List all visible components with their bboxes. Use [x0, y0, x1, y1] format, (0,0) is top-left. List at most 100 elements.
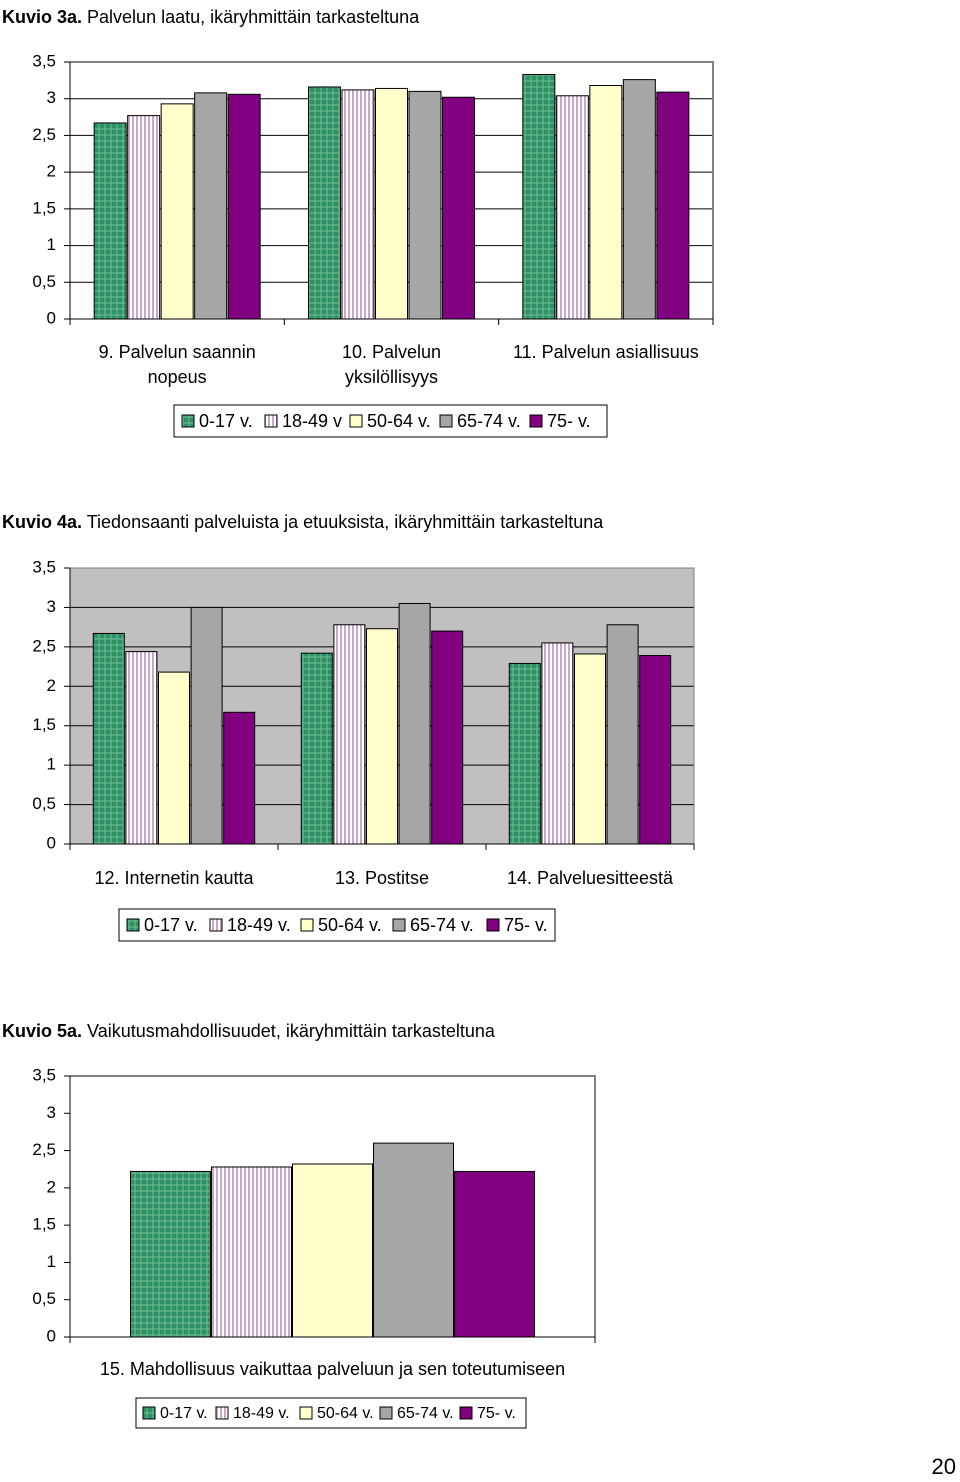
- bar-2: [541, 642, 574, 845]
- bar-2: [127, 115, 161, 320]
- legend-swatch: [529, 414, 543, 428]
- legend-swatch: [209, 918, 223, 932]
- chart-title-text: Vaikutusmahdollisuudet, ikäryhmittäin ta…: [82, 1021, 496, 1041]
- y-tick-label: 0,5: [32, 1289, 56, 1308]
- bar-3: [574, 653, 606, 845]
- category-label: nopeus: [148, 367, 207, 387]
- y-tick-label: 1,5: [32, 198, 56, 217]
- y-tick-label: 0: [47, 833, 56, 852]
- bar-5: [431, 630, 464, 845]
- page-number: 20: [931, 1454, 956, 1479]
- chart-2: Kuvio 4a. Tiedonsaanti palveluista ja et…: [2, 512, 695, 942]
- category-label: 12. Internetin kautta: [94, 868, 254, 888]
- legend-label: 75- v.: [477, 1405, 516, 1422]
- y-tick-label: 0,5: [32, 272, 56, 291]
- bar-5: [442, 96, 475, 320]
- chart-title-bold: Kuvio 5a.: [2, 1021, 82, 1041]
- chart-title-text: Palvelun laatu, ikäryhmittäin tarkastelt…: [82, 7, 420, 27]
- category-label: 13. Postitse: [335, 868, 429, 888]
- bar-2: [125, 651, 158, 845]
- y-tick-label: 0: [47, 1326, 56, 1345]
- bar-3: [158, 671, 190, 845]
- legend-swatch: [126, 918, 140, 932]
- y-tick-label: 0: [47, 308, 56, 327]
- bar-1: [93, 122, 127, 320]
- y-tick-label: 3: [47, 597, 56, 616]
- legend-label: 75- v.: [547, 411, 591, 431]
- bar-4: [190, 606, 223, 845]
- bar-2: [211, 1166, 292, 1338]
- category-label: 10. Palvelun: [342, 342, 441, 362]
- legend-label: 75- v.: [504, 915, 548, 935]
- y-tick-label: 1: [47, 755, 56, 774]
- y-tick-label: 1,5: [32, 715, 56, 734]
- legend-swatch: [392, 918, 406, 932]
- bar-1: [522, 73, 556, 320]
- category-label: 15. Mahdollisuus vaikuttaa palveluun ja …: [100, 1359, 565, 1379]
- bar-3: [366, 628, 398, 845]
- legend-swatch: [300, 918, 314, 932]
- legend-swatch: [264, 414, 278, 428]
- y-tick-label: 3: [47, 1103, 56, 1122]
- y-tick-label: 1,5: [32, 1215, 56, 1234]
- chart-3: Kuvio 5a. Vaikutusmahdollisuudet, ikäryh…: [2, 1021, 596, 1429]
- legend-label: 65-74 v.: [410, 915, 474, 935]
- y-tick-label: 2,5: [32, 125, 56, 144]
- bar-4: [408, 90, 442, 320]
- y-tick-label: 3,5: [32, 51, 56, 70]
- bar-2: [555, 95, 589, 320]
- legend-swatch: [349, 414, 363, 428]
- bar-1: [308, 86, 341, 320]
- legend-label: 50-64 v.: [367, 411, 431, 431]
- y-tick-label: 3,5: [32, 557, 56, 576]
- legend-swatch: [181, 414, 195, 428]
- category-label: yksilöllisyys: [345, 367, 438, 387]
- bar-1: [508, 662, 541, 845]
- plot-frame: [70, 567, 695, 844]
- y-tick-label: 1: [47, 235, 56, 254]
- chart-title: Kuvio 4a. Tiedonsaanti palveluista ja et…: [2, 512, 604, 532]
- y-tick-label: 3,5: [32, 1065, 56, 1084]
- bar-2: [341, 89, 375, 320]
- bar-4: [398, 602, 431, 845]
- legend-swatch: [215, 1406, 229, 1420]
- plot-frame: [70, 61, 714, 319]
- chart-title-text: Tiedonsaanti palveluista ja etuuksista, …: [82, 512, 604, 532]
- bar-3: [160, 103, 194, 320]
- bar-4: [373, 1142, 454, 1338]
- category-label: 11. Palvelun asiallisuus: [513, 342, 699, 362]
- y-tick-label: 2,5: [32, 636, 56, 655]
- legend-label: 18-49 v: [282, 411, 342, 431]
- category-label: 14. Palveluesitteestä: [507, 868, 674, 888]
- legend-label: 0-17 v.: [144, 915, 198, 935]
- legend-label: 18-49 v.: [227, 915, 291, 935]
- legend-box: [118, 908, 556, 942]
- y-tick-label: 2: [47, 162, 56, 181]
- legend-label: 50-64 v.: [317, 1405, 374, 1422]
- y-tick-label: 3: [47, 88, 56, 107]
- chart-title-bold: Kuvio 3a.: [2, 7, 82, 27]
- chart-1: Kuvio 3a. Palvelun laatu, ikäryhmittäin …: [2, 7, 714, 438]
- bar-5: [639, 655, 672, 845]
- chart-title: Kuvio 5a. Vaikutusmahdollisuudet, ikäryh…: [2, 1021, 496, 1041]
- legend-swatch: [299, 1406, 313, 1420]
- legend-label: 50-64 v.: [318, 915, 382, 935]
- bar-4: [606, 624, 639, 845]
- bar-3: [292, 1163, 373, 1338]
- legend-label: 65-74 v.: [397, 1405, 454, 1422]
- y-tick-label: 0,5: [32, 794, 56, 813]
- bar-1: [130, 1170, 211, 1338]
- bar-1: [92, 632, 125, 845]
- bar-4: [622, 79, 656, 320]
- y-tick-label: 2: [47, 1177, 56, 1196]
- legend-swatch: [379, 1406, 393, 1420]
- bar-4: [194, 92, 228, 320]
- legend-label: 0-17 v.: [160, 1405, 208, 1422]
- bar-5: [656, 91, 690, 320]
- bar-1: [300, 652, 333, 845]
- bar-5: [227, 93, 261, 320]
- legend-swatch: [142, 1406, 156, 1420]
- chart-title: Kuvio 3a. Palvelun laatu, ikäryhmittäin …: [2, 7, 420, 27]
- chart-title-bold: Kuvio 4a.: [2, 512, 82, 532]
